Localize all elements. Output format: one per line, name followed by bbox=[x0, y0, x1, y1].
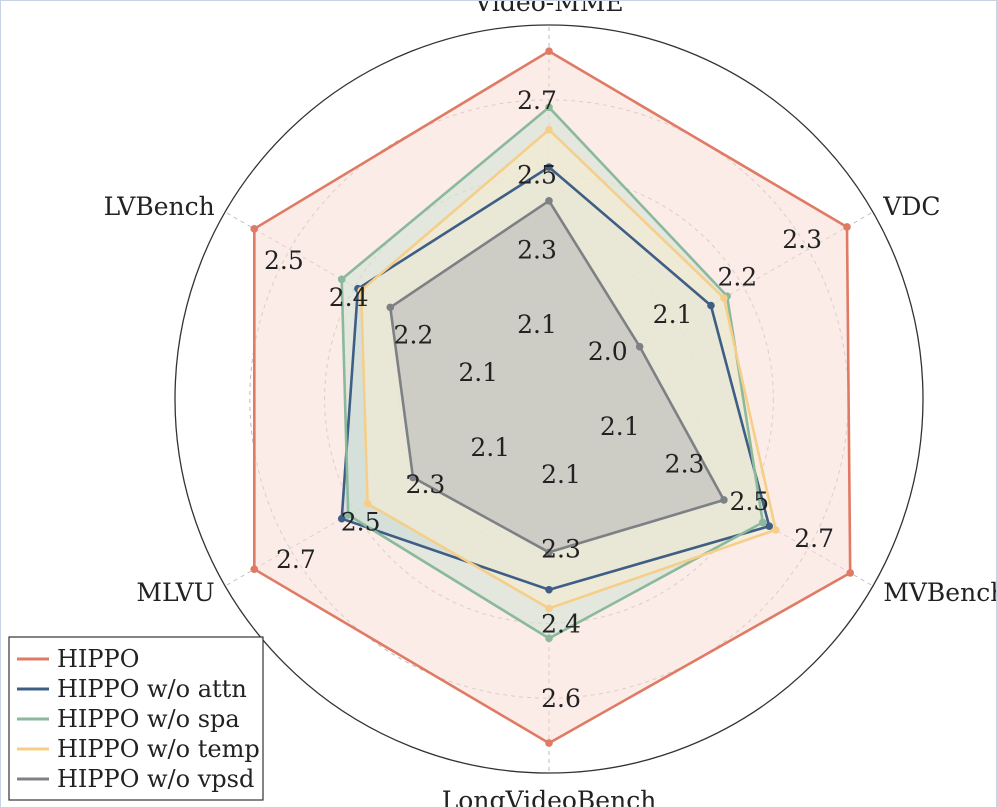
point-hippo-w-o-attn-mlvu bbox=[337, 514, 346, 523]
tick-label-video-mme-4: 2.7 bbox=[517, 86, 557, 115]
point-hippo-mvbench bbox=[846, 569, 855, 577]
point-hippo-w-o-vpsd-mvbench bbox=[720, 496, 728, 504]
tick-label-lvbench-2: 2.2 bbox=[394, 321, 434, 350]
axis-label-lvbench: LVBench bbox=[104, 192, 215, 221]
point-hippo-w-o-temp-mlvu bbox=[363, 499, 372, 508]
point-hippo-w-o-vpsd-lvbench bbox=[386, 303, 395, 312]
point-hippo-w-o-vpsd-mlvu bbox=[409, 473, 417, 482]
tick-label-video-mme-1: 2.1 bbox=[517, 310, 557, 339]
tick-label-layer: 2.1 2.3 2.5 2.7 2.0 2.1 2.2 2.3 2.1 2.3 2.5 2.7 2.1 2… bbox=[264, 86, 834, 713]
point-hippo-w-o-spa-lvbench bbox=[337, 275, 346, 284]
tick-label-mlvu-1: 2.1 bbox=[470, 433, 510, 462]
point-hippo-w-o-spa-mvbench bbox=[758, 518, 767, 527]
tick-label-mvbench-1: 2.1 bbox=[600, 412, 640, 441]
tick-label-video-mme-3: 2.5 bbox=[517, 161, 557, 190]
tick-label-lvbench-3: 2.4 bbox=[329, 283, 369, 312]
point-hippo-w-o-spa-video-mme bbox=[545, 103, 553, 112]
tick-label-vdc-4: 2.3 bbox=[782, 225, 822, 254]
legend-box bbox=[8, 636, 264, 801]
point-hippo-lvbench bbox=[250, 225, 259, 233]
tick-label-longvideobench-2: 2.3 bbox=[541, 535, 581, 564]
point-hippo-w-o-attn-mvbench bbox=[765, 522, 774, 530]
tick-label-mlvu-2: 2.3 bbox=[406, 470, 446, 499]
tick-label-mlvu-3: 2.5 bbox=[341, 508, 381, 537]
legend-label-hippo-w-o-vpsd: HIPPO w/o vpsd bbox=[57, 765, 254, 793]
tick-label-mvbench-2: 2.3 bbox=[665, 449, 705, 478]
point-hippo-w-o-attn-vdc bbox=[707, 301, 715, 310]
axis-label-mlvu: MLVU bbox=[136, 578, 214, 607]
legend-label-hippo-w-o-attn: HIPPO w/o attn bbox=[57, 675, 247, 703]
axis-label-layer: Video-MME VDC MVBench LongVideoBench MLVU LVB… bbox=[104, 1, 996, 807]
tick-label-lvbench-4: 2.5 bbox=[264, 246, 304, 275]
point-hippo-w-o-attn-video-mme bbox=[545, 163, 553, 171]
tick-label-lvbench-1: 2.1 bbox=[458, 358, 498, 387]
point-hippo-w-o-vpsd-vdc bbox=[635, 342, 644, 351]
axis-label-longvideobench: LongVideoBench bbox=[442, 786, 657, 807]
tick-label-longvideobench-4: 2.6 bbox=[541, 684, 581, 713]
point-hippo-w-o-temp-mvbench bbox=[771, 526, 780, 534]
point-hippo-w-o-vpsd-video-mme bbox=[545, 196, 553, 205]
point-hippo-video-mme bbox=[545, 47, 553, 55]
legend-label-hippo-w-o-temp: HIPPO w/o temp bbox=[57, 735, 260, 763]
axis-label-vdc: VDC bbox=[882, 192, 940, 221]
point-hippo-w-o-temp-vdc bbox=[720, 294, 728, 302]
point-hippo-w-o-spa-mlvu bbox=[344, 511, 352, 519]
tick-label-longvideobench-3: 2.4 bbox=[541, 609, 581, 638]
tick-label-longvideobench-1: 2.1 bbox=[541, 460, 581, 489]
point-hippo-w-o-temp-video-mme bbox=[545, 125, 553, 134]
legend-label-hippo: HIPPO bbox=[57, 645, 139, 673]
series-layer bbox=[250, 47, 855, 747]
point-hippo-mlvu bbox=[250, 565, 259, 573]
point-hippo-w-o-temp-lvbench bbox=[357, 286, 365, 295]
tick-label-mlvu-4: 2.7 bbox=[276, 545, 316, 574]
axis-label-mvbench: MVBench bbox=[883, 578, 996, 607]
point-hippo-longvideobench bbox=[545, 739, 553, 747]
series-fill-hippo-w-o-vpsd bbox=[390, 200, 724, 553]
legend-label-hippo-w-o-spa: HIPPO w/o spa bbox=[57, 705, 240, 733]
point-hippo-w-o-attn-longvideobench bbox=[545, 585, 553, 594]
point-hippo-vdc bbox=[843, 223, 851, 231]
point-hippo-w-o-vpsd-longvideobench bbox=[545, 548, 553, 557]
tick-label-vdc-3: 2.2 bbox=[717, 262, 757, 291]
tick-label-vdc-1: 2.0 bbox=[588, 337, 628, 366]
tick-label-vdc-2: 2.1 bbox=[653, 300, 693, 329]
tick-label-mvbench-4: 2.7 bbox=[794, 524, 834, 553]
outer-frame-circle bbox=[174, 24, 924, 774]
tick-label-video-mme-2: 2.3 bbox=[517, 235, 557, 264]
axis-label-video-mme: Video-MME bbox=[473, 1, 623, 17]
tick-label-mvbench-3: 2.5 bbox=[729, 487, 769, 516]
point-hippo-w-o-temp-longvideobench bbox=[545, 604, 553, 613]
point-hippo-w-o-spa-longvideobench bbox=[545, 634, 553, 643]
